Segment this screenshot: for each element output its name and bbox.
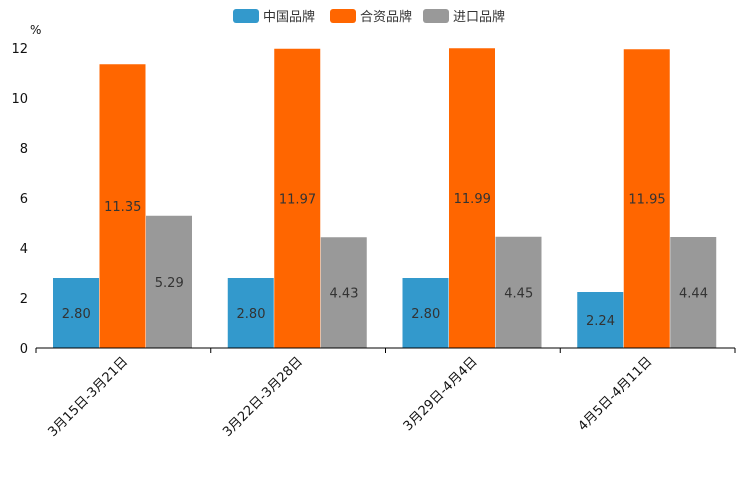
- data-label: 2.24: [586, 314, 615, 329]
- legend-label-2[interactable]: 合资品牌: [360, 9, 412, 25]
- x-tick-label: 3月22日-3月28日: [220, 354, 306, 440]
- chart-legend: 中国品牌 合资品牌 进口品牌: [233, 9, 505, 25]
- data-label: 4.44: [679, 287, 708, 302]
- data-label: 5.29: [155, 276, 184, 291]
- bar-series1-cat4[interactable]: [577, 292, 624, 348]
- bar-series3-cat3[interactable]: [495, 236, 542, 348]
- legend-swatch-2[interactable]: [330, 9, 356, 23]
- bar-series3-cat1[interactable]: [146, 215, 192, 348]
- data-label: 11.97: [279, 192, 316, 207]
- y-axis-unit-label: %: [30, 23, 41, 37]
- bar-series2-cat3[interactable]: [449, 48, 495, 348]
- x-tick-label: 4月5日-4月11日: [576, 354, 656, 434]
- bar-series1-cat3[interactable]: [402, 278, 449, 348]
- bar-series3-cat2[interactable]: [320, 237, 367, 348]
- bar-series1-cat1[interactable]: [53, 278, 99, 348]
- bar-series2-cat1[interactable]: [99, 64, 146, 348]
- data-label: 2.80: [411, 307, 440, 322]
- bar-series2-cat4[interactable]: [623, 49, 670, 348]
- bar-series3-cat4[interactable]: [670, 237, 717, 348]
- data-label: 11.35: [104, 200, 141, 215]
- x-tick-label: 3月15日-3月21日: [45, 354, 131, 440]
- y-tick-label: 4: [20, 242, 28, 257]
- y-tick-label: 12: [11, 42, 28, 57]
- x-axis: 3月15日-3月21日 3月22日-3月28日 3月29日-4月4日 4月5日-4月1…: [35, 347, 736, 440]
- x-tick-label: 3月29日-4月4日: [401, 354, 481, 434]
- legend-label-3[interactable]: 进口品牌: [453, 9, 505, 25]
- y-tick-label: 8: [20, 142, 28, 157]
- y-tick-label: 2: [20, 292, 28, 307]
- bar-series1-cat2[interactable]: [227, 278, 274, 348]
- data-label: 11.95: [628, 193, 665, 208]
- y-axis: 0 2 4 6 8 10 12: [11, 42, 28, 357]
- y-tick-label: 6: [20, 192, 28, 207]
- y-tick-label: 10: [11, 92, 28, 107]
- data-label: 4.45: [504, 286, 533, 301]
- bar-series-group: 2.80 11.35 5.29 2.80 11.97 4.43 2.80 11.99 4.45 2…: [53, 48, 717, 348]
- data-label: 2.80: [237, 307, 266, 322]
- bar-series2-cat2[interactable]: [274, 48, 321, 348]
- data-label: 2.80: [62, 307, 91, 322]
- legend-swatch-3[interactable]: [423, 9, 449, 23]
- y-tick-label: 0: [20, 342, 28, 357]
- legend-swatch-1[interactable]: [233, 9, 259, 23]
- data-label: 11.99: [454, 192, 491, 207]
- legend-label-1[interactable]: 中国品牌: [263, 9, 315, 25]
- data-label: 4.43: [330, 287, 359, 302]
